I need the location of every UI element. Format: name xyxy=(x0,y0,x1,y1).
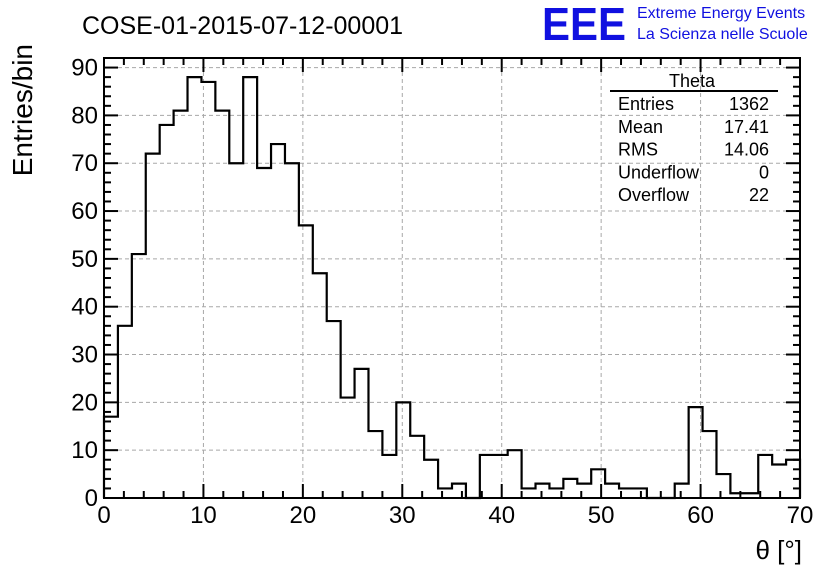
x-tick-label: 20 xyxy=(290,502,317,529)
y-tick-label: 70 xyxy=(71,150,98,177)
stats-label: Entries xyxy=(618,94,674,114)
axis-ticks xyxy=(103,57,801,499)
stats-rows: Entries 1362 Mean 17.41 RMS 14.06 Underflow 0 Ov… xyxy=(618,94,769,205)
stats-box: Theta Entries 1362 Mean 17.41 RMS 14.06 Underf… xyxy=(610,71,778,205)
y-tick-labels: 0 10 20 30 40 50 60 70 80 90 xyxy=(71,55,98,512)
x-tick-label: 0 xyxy=(97,502,110,529)
x-tick-label: 70 xyxy=(787,502,814,529)
y-tick-label: 50 xyxy=(71,246,98,273)
y-tick-label: 40 xyxy=(71,294,98,321)
stats-title: Theta xyxy=(669,71,716,91)
y-tick-label: 0 xyxy=(85,485,98,512)
stats-value: 1362 xyxy=(729,94,769,114)
x-axis-label: θ [°] xyxy=(755,535,802,565)
y-tick-label: 80 xyxy=(71,102,98,129)
stats-value: 22 xyxy=(749,185,769,205)
y-axis-label: Entries/bin xyxy=(7,44,38,176)
stats-value: 0 xyxy=(759,162,769,182)
eee-logo-line1: Extreme Energy Events xyxy=(637,5,805,22)
grid-lines xyxy=(104,58,800,498)
eee-logo-mark: EEE xyxy=(542,0,626,50)
x-tick-labels: 0 10 20 30 40 50 60 70 xyxy=(97,502,813,529)
y-tick-label: 90 xyxy=(71,55,98,82)
plot-frame xyxy=(103,57,801,499)
stats-value: 14.06 xyxy=(724,140,769,160)
x-tick-label: 30 xyxy=(389,502,416,529)
run-title: COSE-01-2015-07-12-00001 xyxy=(82,12,403,40)
y-tick-label: 20 xyxy=(71,389,98,416)
y-tick-label: 10 xyxy=(71,437,98,464)
y-tick-label: 30 xyxy=(71,342,98,369)
x-tick-label: 10 xyxy=(190,502,217,529)
stats-label: RMS xyxy=(618,140,658,160)
histogram-series xyxy=(102,76,802,500)
eee-logo-line2: La Scienza nelle Scuole xyxy=(637,26,808,43)
x-tick-label: 40 xyxy=(488,502,515,529)
x-tick-label: 50 xyxy=(588,502,615,529)
stats-value: 17.41 xyxy=(724,117,769,137)
x-tick-label: 60 xyxy=(687,502,714,529)
stats-label: Mean xyxy=(618,117,663,137)
eee-logo: EEE Extreme Energy Events La Scienza nel… xyxy=(542,0,808,50)
stats-label: Overflow xyxy=(618,185,690,205)
stats-label: Underflow xyxy=(618,162,700,182)
y-tick-label: 60 xyxy=(71,198,98,225)
